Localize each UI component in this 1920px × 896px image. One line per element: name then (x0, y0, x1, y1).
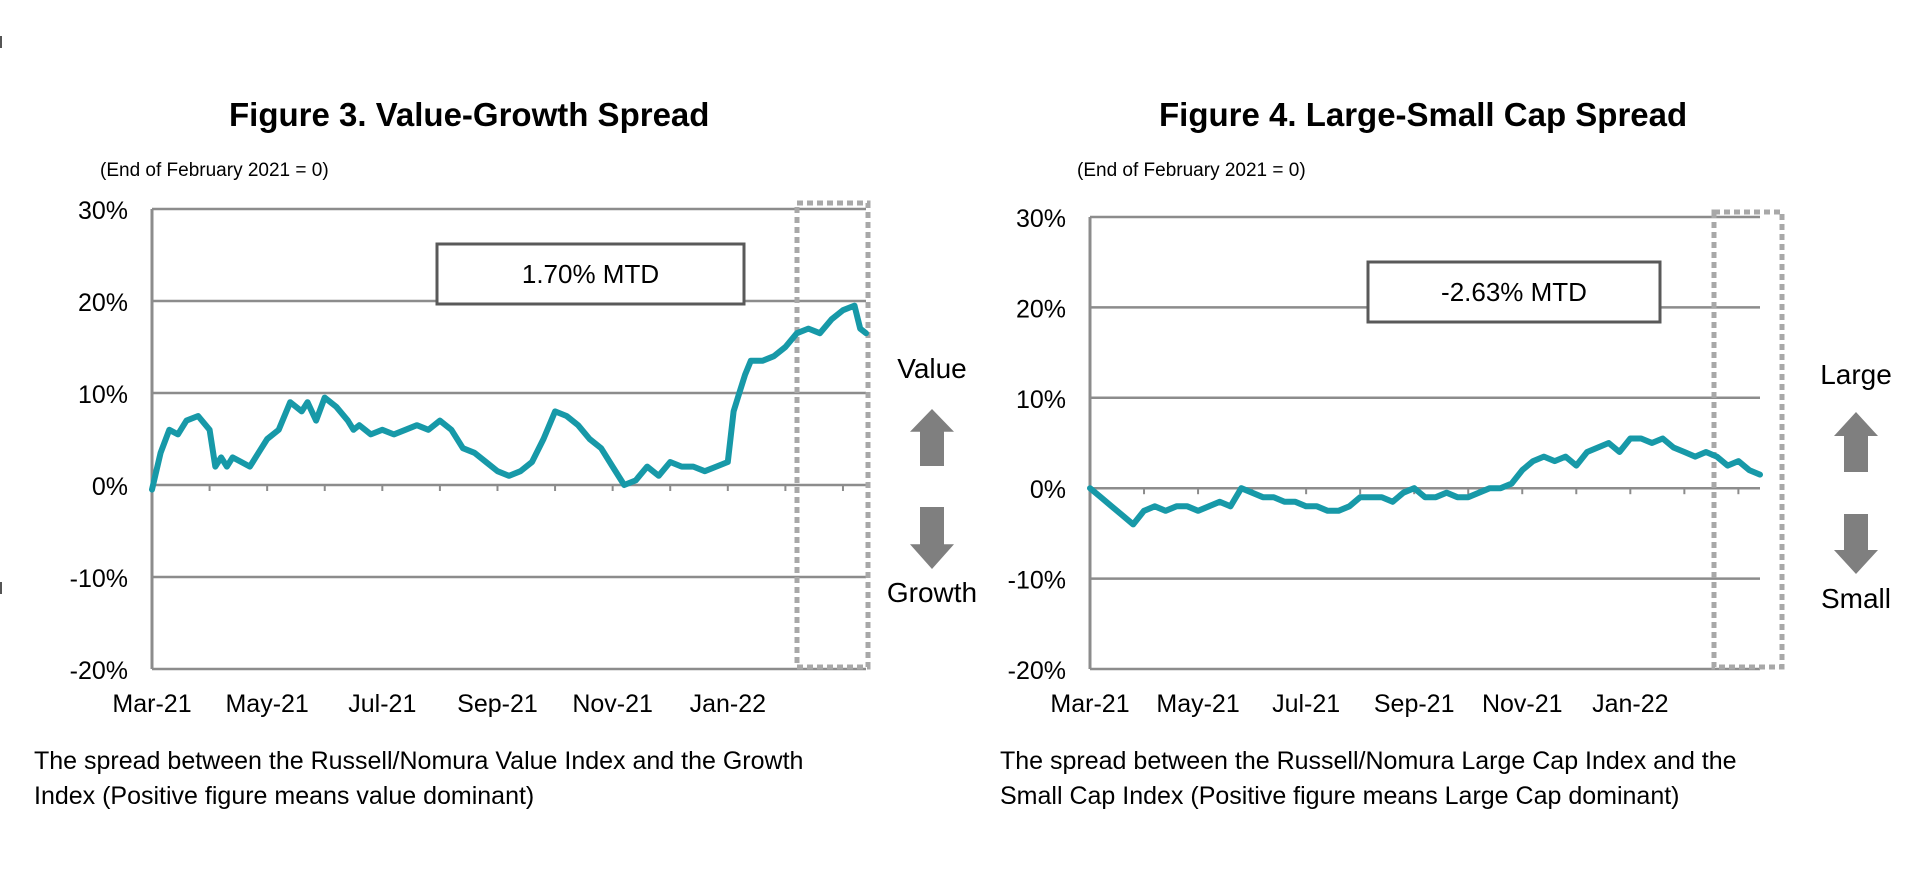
caption-line-2: Small Cap Index (Positive figure means L… (1000, 782, 1680, 810)
highlight-period-box (794, 200, 871, 670)
x-tick-label: Sep-21 (457, 690, 538, 718)
mtd-label: -2.63% MTD (1441, 277, 1587, 307)
x-tick-label: Mar-21 (112, 690, 191, 718)
caption-line-1: The spread between the Russell/Nomura Va… (34, 747, 804, 775)
x-tick-label: Jan-22 (690, 690, 766, 718)
x-tick-label: Mar-21 (1050, 690, 1129, 718)
y-tick-label: 10% (78, 381, 128, 409)
y-tick-label: 30% (1016, 205, 1066, 233)
y-tick-label: 0% (1030, 476, 1066, 504)
figure-caption: The spread between the Russell/Nomura La… (1000, 744, 1737, 814)
x-tick-label: Sep-21 (1374, 690, 1455, 718)
direction-up-label: Value (897, 353, 967, 384)
y-tick-label: -10% (1008, 567, 1066, 595)
y-tick-label: 20% (78, 289, 128, 317)
series-line (1087, 435, 1763, 528)
y-tick-label: -10% (70, 565, 128, 593)
y-tick-label: 0% (92, 473, 128, 501)
base-note: (End of February 2021 = 0) (100, 160, 329, 181)
direction-down-label: Growth (887, 577, 977, 608)
y-tick-label: 30% (78, 197, 128, 225)
series-line (149, 302, 869, 493)
direction-up-label: Large (1820, 359, 1892, 390)
x-tick-label: Jul-21 (1272, 690, 1340, 718)
edge-marker-bottom (0, 582, 2, 594)
x-tick-label: Jan-22 (1592, 690, 1668, 718)
edge-marker-top (0, 36, 2, 48)
arrow-up-icon (910, 409, 954, 466)
arrow-down-icon (910, 507, 954, 569)
arrow-down-icon (1834, 514, 1878, 574)
y-tick-label: 10% (1016, 386, 1066, 414)
y-tick-label: -20% (1008, 657, 1066, 685)
figure-4-panel: Figure 4. Large-Small Cap Spread (End of… (980, 0, 1920, 896)
x-tick-label: Nov-21 (572, 690, 653, 718)
y-tick-label: 20% (1016, 295, 1066, 323)
figure-3-panel: Figure 3. Value-Growth Spread (End of Fe… (34, 96, 978, 814)
figure-title: Figure 4. Large-Small Cap Spread (1159, 96, 1688, 133)
mtd-label: 1.70% MTD (522, 259, 659, 289)
caption-line-2: Index (Positive figure means value domin… (34, 782, 535, 810)
highlight-period-box (1711, 209, 1785, 670)
figure-title: Figure 3. Value-Growth Spread (229, 96, 710, 133)
direction-down-label: Small (1821, 583, 1891, 614)
y-tick-label: -20% (70, 657, 128, 685)
mtd-box (435, 242, 746, 306)
base-note: (End of February 2021 = 0) (1077, 160, 1306, 181)
x-tick-label: Jul-21 (348, 690, 416, 718)
figure-caption: The spread between the Russell/Nomura Va… (34, 744, 803, 814)
x-tick-label: Nov-21 (1482, 690, 1563, 718)
mtd-box (1366, 260, 1662, 324)
value-growth-chart: 30% 20% 10% 0% -10% -20% Mar-21 May-21 Jul-21 Sep… (70, 197, 978, 718)
caption-line-1: The spread between the Russell/Nomura La… (1000, 747, 1737, 775)
arrow-up-icon (1834, 412, 1878, 472)
x-tick-label: May-21 (225, 690, 308, 718)
large-small-cap-chart: 30% 20% 10% 0% -10% -20% Mar-21 May-21 Jul-21 Sep… (1008, 205, 1892, 718)
x-tick-label: May-21 (1156, 690, 1239, 718)
